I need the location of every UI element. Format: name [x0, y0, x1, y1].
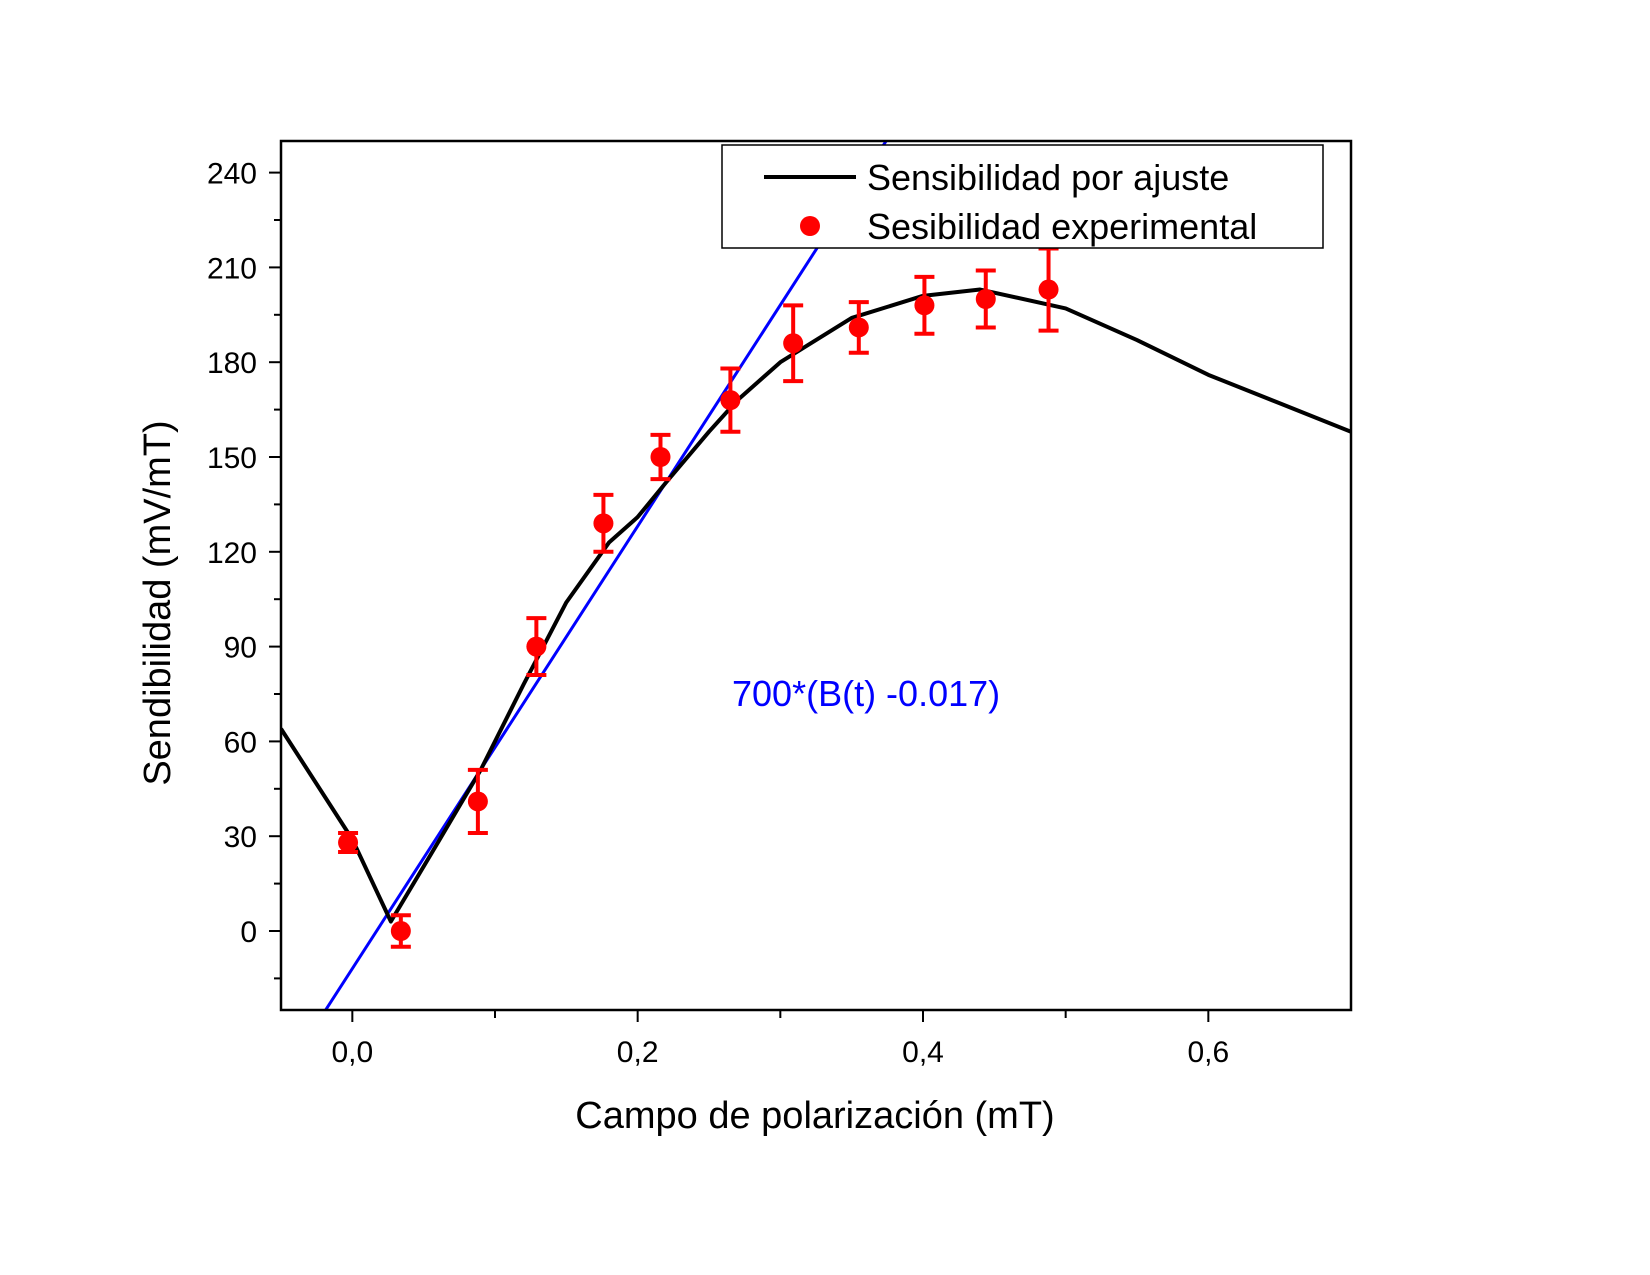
- data-point-group: [338, 831, 359, 854]
- data-point-group: [467, 767, 488, 836]
- data-point-group: [593, 492, 614, 554]
- y-tick-label: 0: [240, 916, 257, 949]
- x-tick-label: 0,0: [331, 1036, 373, 1069]
- data-point: [526, 636, 547, 657]
- data-point: [650, 447, 671, 467]
- y-tick-label: 60: [224, 726, 257, 759]
- data-point-group: [1038, 246, 1059, 333]
- y-tick-label: 240: [207, 158, 257, 191]
- fit-line-annotation: 700*(B(t) -0.017): [732, 673, 1000, 714]
- legend-box: [721, 144, 1324, 249]
- data-point-group: [783, 303, 804, 384]
- data-point: [593, 513, 614, 534]
- x-tick-label: 0,6: [1187, 1036, 1229, 1069]
- data-point: [720, 390, 741, 411]
- x-axis-label: Campo de polarización (mT): [575, 1095, 1054, 1137]
- y-axis-label: Sendibilidad (mV/mT): [137, 420, 179, 785]
- data-point: [467, 791, 488, 812]
- data-point-group: [720, 366, 741, 434]
- legend-marker-swatch: [800, 216, 820, 236]
- legend-label-experimental: Sesibilidad experimental: [867, 206, 1257, 247]
- data-point: [783, 333, 804, 354]
- plot-area: [281, 141, 1351, 1010]
- data-point-group: [390, 913, 411, 949]
- data-point: [390, 921, 411, 941]
- data-point: [338, 832, 359, 853]
- x-tick-label: 0,4: [902, 1036, 944, 1069]
- y-tick-label: 120: [207, 537, 257, 570]
- data-point-group: [848, 300, 869, 355]
- y-tick-label: 90: [224, 632, 257, 665]
- x-tick-label: 0,2: [617, 1036, 659, 1069]
- data-point-group: [975, 268, 996, 330]
- legend: Sensibilidad por ajuste Sesibilidad expe…: [721, 144, 1324, 249]
- y-tick-label: 210: [207, 252, 257, 285]
- data-point-group: [526, 616, 547, 678]
- data-point-group: [914, 274, 935, 336]
- axes: 0,0 0,2 0,4 0,6 0 30 60 90 120 150 180 210 240: [207, 158, 1229, 1069]
- data-point: [848, 317, 869, 338]
- plot-frame: [279, 139, 1353, 1012]
- y-tick-label: 150: [207, 442, 257, 475]
- data-point: [975, 289, 996, 309]
- y-tick-label: 180: [207, 347, 257, 380]
- data-point-group: [650, 432, 671, 482]
- fit-curve: [281, 287, 1351, 924]
- legend-label-fit: Sensibilidad por ajuste: [867, 157, 1229, 198]
- y-tick-label: 30: [224, 821, 257, 854]
- data-point: [1038, 279, 1059, 300]
- data-point: [914, 295, 935, 316]
